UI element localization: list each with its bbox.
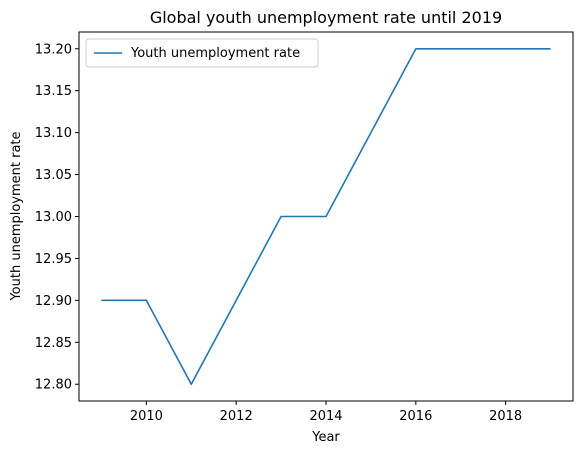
legend-entry-label: Youth unemployment rate bbox=[130, 46, 300, 61]
x-axis-ticks: 2010 2012 2014 2016 2018 bbox=[130, 401, 522, 424]
y-tick-label: 13.15 bbox=[35, 84, 72, 99]
x-tick-label: 2014 bbox=[309, 409, 342, 424]
y-tick-label: 13.00 bbox=[35, 210, 72, 225]
y-axis-ticks: 12.80 12.85 12.90 12.95 13.00 13.05 13.10 13.15… bbox=[35, 42, 79, 393]
y-tick-label: 12.90 bbox=[35, 294, 72, 309]
y-tick-label: 13.20 bbox=[35, 42, 72, 57]
x-tick-label: 2012 bbox=[220, 409, 253, 424]
legend-box bbox=[85, 38, 319, 68]
series-line bbox=[101, 47, 551, 386]
series-layer bbox=[101, 47, 551, 386]
x-tick-label: 2010 bbox=[130, 409, 163, 424]
x-axis-label: Year bbox=[311, 430, 340, 445]
chart-title: Global youth unemployment rate until 201… bbox=[150, 8, 502, 27]
y-tick-label: 12.95 bbox=[35, 252, 72, 267]
y-tick-label: 13.05 bbox=[35, 168, 72, 183]
x-tick-label: 2016 bbox=[399, 409, 432, 424]
y-tick-label: 13.10 bbox=[35, 126, 72, 141]
legend: Youth unemployment rate bbox=[85, 38, 319, 68]
y-axis-label: Youth unemployment rate bbox=[9, 131, 24, 301]
y-tick-label: 12.80 bbox=[35, 378, 72, 393]
x-tick-label: 2018 bbox=[489, 409, 522, 424]
y-tick-label: 12.85 bbox=[35, 336, 72, 351]
